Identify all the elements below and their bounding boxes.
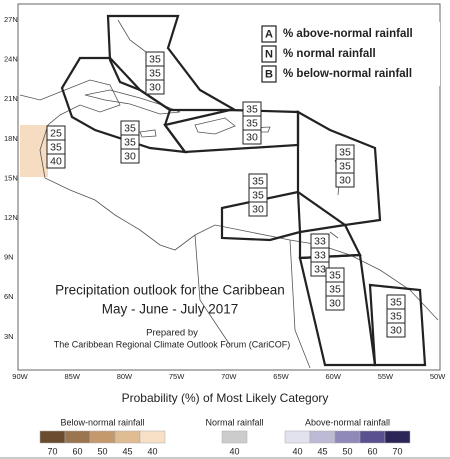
- region-above: 35: [124, 122, 136, 134]
- lon-label: 70W: [221, 372, 237, 381]
- colorbar-swatch: [309, 430, 336, 444]
- region-below: 30: [124, 150, 136, 162]
- key-letter: N: [265, 48, 273, 60]
- region-above: 35: [149, 53, 161, 65]
- map-period: May - June - July 2017: [102, 302, 239, 317]
- colorbar-swatch: [114, 430, 141, 444]
- key-text: % above-normal rainfall: [283, 28, 413, 40]
- region-normal: 35: [124, 136, 136, 148]
- region-above: 33: [314, 235, 326, 247]
- colorbar-label: 40: [229, 446, 239, 456]
- colorbar-swatch: [334, 430, 361, 444]
- lon-label: 85W: [64, 372, 80, 381]
- colorbar-swatch: [284, 430, 311, 444]
- region-box: [248, 201, 268, 217]
- prepared-by: Prepared by: [146, 328, 198, 339]
- region-normal: 35: [390, 310, 402, 322]
- key-box: [256, 22, 440, 86]
- colorbar-swatch: [139, 430, 166, 444]
- lat-label: 27N: [4, 15, 18, 24]
- region-normal: 35: [246, 117, 258, 129]
- colorbar-label: 50: [97, 446, 107, 456]
- region-below: 40: [50, 155, 62, 167]
- region-normal: 35: [329, 283, 341, 295]
- colorbar-group-name: Normal rainfall: [205, 417, 263, 427]
- lat-label: 24N: [4, 55, 18, 64]
- region-below: 30: [149, 81, 161, 93]
- colorbar-label: 60: [367, 446, 377, 456]
- colorbar-swatch: [359, 430, 386, 444]
- lon-label: 60W: [325, 372, 341, 381]
- colorbar-label: 45: [122, 446, 132, 456]
- key-letter-box: [261, 25, 277, 43]
- region-box: [386, 322, 406, 338]
- lon-label: 55W: [378, 372, 394, 381]
- colorbar-group-name: Below-normal rainfall: [60, 417, 144, 427]
- region-below: 30: [329, 297, 341, 309]
- region-above: 35: [390, 296, 402, 308]
- lat-label: 15N: [4, 173, 18, 182]
- colorbar-label: 40: [292, 446, 302, 456]
- lon-label: 50W: [430, 372, 446, 381]
- region-below: 30: [339, 174, 351, 186]
- key-letter: B: [265, 68, 273, 80]
- colorbar-label: 40: [147, 446, 157, 456]
- lat-label: 9N: [4, 253, 14, 262]
- colorbar-swatch: [221, 430, 248, 444]
- colorbar-label: 50: [342, 446, 352, 456]
- organization: The Caribbean Regional Climate Outlook F…: [54, 339, 291, 349]
- colorbar-group-name: Above-normal rainfall: [305, 417, 390, 427]
- lat-label: 6N: [4, 292, 14, 301]
- region-normal: 33: [314, 249, 326, 261]
- key-text: % normal rainfall: [283, 48, 376, 60]
- region-below: 30: [252, 203, 264, 215]
- lat-label: 18N: [4, 134, 18, 143]
- region-normal: 35: [339, 160, 351, 172]
- region-box: [325, 295, 345, 311]
- region-box: [242, 129, 262, 145]
- region-below: 30: [246, 131, 258, 143]
- region-above: 35: [329, 269, 341, 281]
- colorbar-title: Probability (%) of Most Likely Category: [122, 391, 329, 405]
- region-above: 25: [50, 127, 62, 139]
- outlook-zones: [60, 14, 427, 367]
- colorbar-swatch: [64, 430, 91, 444]
- key-letter-box: [261, 45, 277, 63]
- colorbar-swatch: [384, 430, 411, 444]
- region-normal: 35: [50, 141, 62, 153]
- region-box: [335, 172, 355, 188]
- region-box: [46, 153, 66, 169]
- region-above: 35: [246, 103, 258, 115]
- region-normal: 35: [149, 67, 161, 79]
- region-above: 35: [339, 146, 351, 158]
- lon-label: 75W: [169, 372, 185, 381]
- region-box: [145, 79, 165, 95]
- lat-label: 12N: [4, 213, 18, 222]
- lat-label: 21N: [4, 94, 18, 103]
- region-box: [120, 148, 140, 164]
- lat-label: 3N: [4, 332, 14, 341]
- map-title: Precipitation outlook for the Caribbean: [55, 283, 285, 298]
- colorbar-label: 70: [47, 446, 57, 456]
- colorbar-label: 60: [72, 446, 82, 456]
- key-letter: A: [265, 28, 273, 40]
- lon-label: 80W: [117, 372, 133, 381]
- region-normal: 35: [252, 189, 264, 201]
- colorbar-label: 70: [392, 446, 402, 456]
- key-letter-box: [261, 65, 277, 83]
- colorbar-swatch: [39, 430, 66, 444]
- colorbar-label: 45: [317, 446, 327, 456]
- lon-label: 90W: [12, 372, 28, 381]
- colorbar-swatch: [89, 430, 116, 444]
- region-above: 35: [252, 175, 264, 187]
- region-below: 30: [390, 324, 402, 336]
- region-below: 33: [314, 263, 326, 275]
- key-text: % below-normal rainfall: [283, 68, 412, 80]
- lon-label: 65W: [273, 372, 289, 381]
